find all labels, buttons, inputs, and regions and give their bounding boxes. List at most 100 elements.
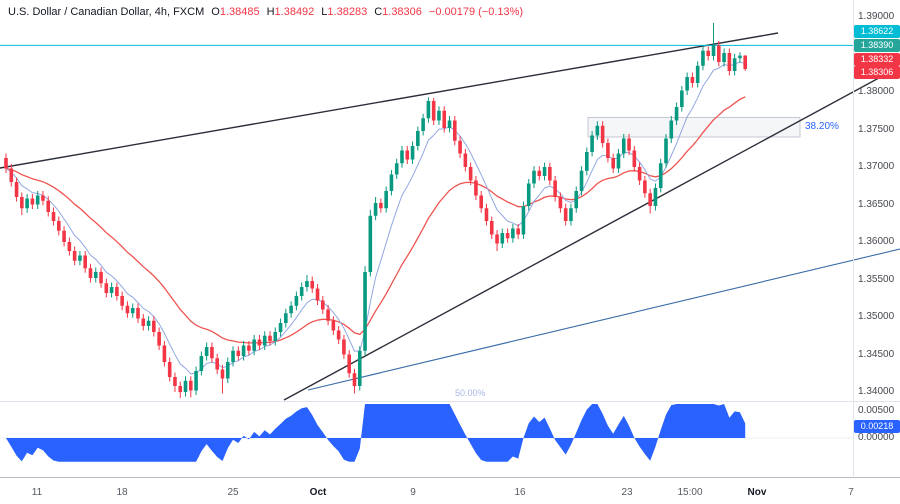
candle-body: [46, 200, 51, 212]
candle-body: [400, 150, 404, 164]
candle-body: [57, 221, 61, 231]
candle-body: [516, 228, 520, 235]
candle-body: [569, 208, 573, 221]
candle-body: [405, 150, 410, 160]
candle-body: [252, 339, 256, 351]
candle-body: [621, 138, 626, 154]
high-value: 1.38492: [274, 6, 315, 18]
candle-body: [35, 195, 40, 205]
candle-body: [136, 308, 140, 319]
candle-body: [194, 371, 198, 391]
candle-body: [305, 281, 309, 287]
price-axis-label: 1.37500: [858, 123, 895, 135]
candle-body: [727, 53, 732, 71]
candle-body: [532, 170, 536, 184]
trendline[interactable]: [307, 248, 900, 391]
price-axis-label: 1.35000: [858, 311, 895, 322]
candle-body: [289, 305, 293, 314]
indicator-area: [6, 404, 746, 462]
candle-body: [41, 195, 45, 201]
candle-body: [685, 77, 689, 91]
candle-body: [664, 138, 668, 164]
candle-body: [357, 350, 362, 386]
candle-body: [410, 146, 415, 160]
candle-body: [336, 330, 341, 340]
candle-body: [368, 215, 373, 272]
price-axis-label: 1.37000: [858, 161, 895, 172]
candle-body: [653, 188, 658, 206]
fib-50-label: 50.00%: [455, 388, 486, 398]
price-axis-label: 1.34500: [858, 348, 895, 360]
change-value: −0.00179 (−0.13%): [428, 6, 524, 18]
candle-body: [278, 323, 283, 332]
fib-zone[interactable]: [587, 117, 801, 138]
low-value: 1.38283: [327, 6, 368, 18]
candle-body: [542, 167, 547, 176]
price-axis-badge: 1.38390: [854, 39, 900, 52]
price-axis-label: 1.36000: [858, 236, 895, 247]
candle-body: [262, 335, 267, 346]
fib-382-label: 38.20%: [805, 121, 839, 132]
candle-body: [294, 296, 299, 306]
candle-body: [648, 193, 652, 206]
candle-body: [268, 335, 272, 341]
trendline[interactable]: [283, 71, 891, 401]
candle-body: [93, 272, 98, 278]
candle-body: [379, 203, 383, 209]
candle-body: [141, 318, 146, 326]
candle-body: [363, 272, 367, 351]
candle-body: [690, 77, 695, 83]
candle-body: [373, 203, 378, 216]
candle-body: [204, 347, 209, 356]
candle-body: [426, 101, 431, 119]
candle-body: [658, 163, 663, 188]
candle-body: [474, 180, 478, 196]
candle-body: [78, 255, 82, 261]
candle-body: [637, 167, 642, 181]
slow-ma-line: [5, 96, 746, 344]
price-axis-badge: 1.38306: [854, 66, 900, 79]
candle-body: [442, 110, 447, 128]
time-axis-label: 15:00: [677, 487, 703, 498]
candle-body: [384, 191, 388, 209]
candle-body: [315, 288, 320, 301]
candle-body: [600, 125, 605, 143]
candle-body: [437, 110, 441, 121]
price-axis-label: 1.38000: [858, 86, 895, 97]
open-label: O: [211, 6, 220, 18]
candle-body: [458, 140, 462, 154]
candle-body: [199, 356, 204, 371]
high-label: H: [266, 6, 275, 18]
candle-body: [711, 45, 716, 56]
candle-body: [453, 120, 457, 141]
candle-body: [558, 197, 563, 209]
candle-body: [342, 339, 346, 355]
candle-body: [183, 380, 188, 392]
candle-body: [616, 153, 621, 169]
time-axis-label: 7: [848, 487, 854, 498]
price-axis-label: 1.39000: [858, 11, 895, 22]
fast-ma-line: [5, 61, 746, 375]
candle-body: [167, 362, 172, 377]
candle-body: [394, 163, 399, 175]
candle-body: [706, 50, 711, 56]
time-axis-label: Oct: [309, 487, 327, 498]
candle-body: [310, 281, 315, 289]
candle-body: [680, 90, 684, 107]
candle-body: [463, 153, 468, 167]
candle-body: [553, 180, 557, 197]
candle-body: [606, 143, 610, 158]
candle-body: [236, 350, 241, 356]
candle-body: [9, 168, 14, 182]
candle-body: [273, 332, 278, 341]
candle-body: [62, 230, 66, 242]
candle-body: [643, 180, 647, 194]
candle-body: [743, 55, 747, 70]
candle-body: [30, 198, 35, 205]
trendline[interactable]: [0, 32, 779, 169]
candle-body: [674, 107, 679, 121]
time-axis-label: 18: [116, 487, 128, 498]
candle-body: [632, 150, 637, 167]
indicator-axis-label: 0.00000: [858, 432, 895, 443]
